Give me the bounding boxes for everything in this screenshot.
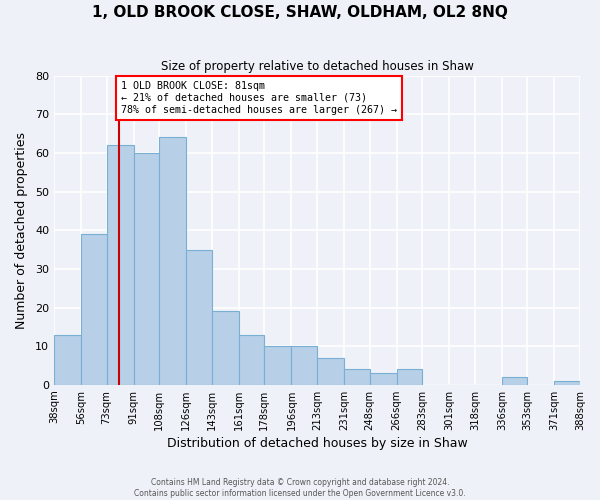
Bar xyxy=(107,145,134,385)
Text: Contains HM Land Registry data © Crown copyright and database right 2024.
Contai: Contains HM Land Registry data © Crown c… xyxy=(134,478,466,498)
Bar xyxy=(54,334,81,385)
Bar xyxy=(292,346,317,385)
Bar xyxy=(239,334,265,385)
Y-axis label: Number of detached properties: Number of detached properties xyxy=(15,132,28,328)
Bar xyxy=(370,373,397,385)
Title: Size of property relative to detached houses in Shaw: Size of property relative to detached ho… xyxy=(161,60,473,73)
Bar xyxy=(186,250,212,385)
Text: 1, OLD BROOK CLOSE, SHAW, OLDHAM, OL2 8NQ: 1, OLD BROOK CLOSE, SHAW, OLDHAM, OL2 8N… xyxy=(92,5,508,20)
Bar xyxy=(317,358,344,385)
Text: 1 OLD BROOK CLOSE: 81sqm
← 21% of detached houses are smaller (73)
78% of semi-d: 1 OLD BROOK CLOSE: 81sqm ← 21% of detach… xyxy=(121,82,397,114)
Bar xyxy=(397,370,422,385)
Bar xyxy=(265,346,292,385)
Bar xyxy=(212,312,239,385)
Bar xyxy=(134,153,159,385)
Bar xyxy=(159,138,186,385)
Bar xyxy=(502,377,527,385)
X-axis label: Distribution of detached houses by size in Shaw: Distribution of detached houses by size … xyxy=(167,437,467,450)
Bar xyxy=(81,234,107,385)
Bar xyxy=(344,370,370,385)
Bar xyxy=(554,381,580,385)
